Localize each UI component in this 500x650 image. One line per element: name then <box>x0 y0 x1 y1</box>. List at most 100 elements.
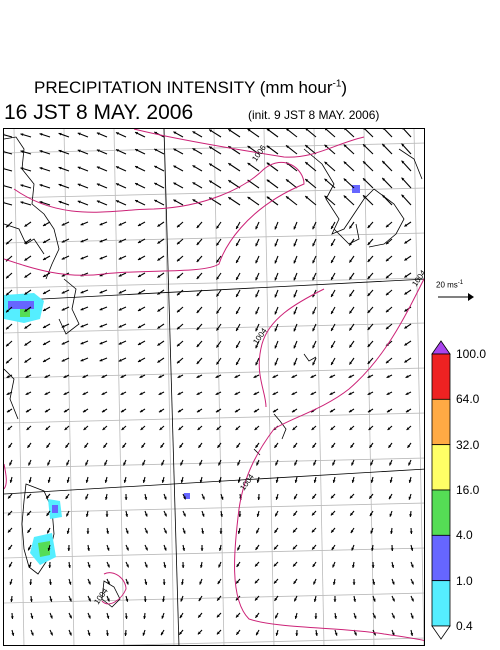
wind-vector-head <box>176 360 180 364</box>
wind-vector-head <box>385 224 389 228</box>
wind-vector-head <box>216 276 220 280</box>
wind-vector <box>4 202 13 206</box>
coastline <box>273 413 287 440</box>
wind-vector-head <box>24 240 28 244</box>
wind-vector-head <box>115 200 119 203</box>
wind-vector-head <box>65 444 69 448</box>
wind-vector-head <box>140 427 144 431</box>
wind-vector-head <box>63 392 67 395</box>
wind-vector-head <box>145 530 148 534</box>
wind-vector-head <box>216 631 220 635</box>
wind-vector <box>4 151 13 155</box>
wind-vector-head <box>118 273 122 277</box>
wind-vector-head <box>30 632 34 636</box>
wind-vector-head <box>367 375 371 378</box>
wind-vector-head <box>11 632 15 636</box>
wind-vector-head <box>332 564 335 568</box>
chart-title: PRECIPITATION INTENSITY (mm hour-1) <box>34 78 348 97</box>
wind-vector-head <box>236 444 240 448</box>
wind-vector-head <box>58 183 62 187</box>
wind-vector-head <box>137 325 141 328</box>
wind-vector-head <box>144 564 148 568</box>
wind-vector-head <box>39 150 43 153</box>
precipitation-map: 1006 1004 1004 1004 1004 <box>3 128 425 646</box>
pressure-contour <box>133 129 365 158</box>
coastline <box>4 368 19 420</box>
wind-vector-head <box>215 409 219 413</box>
wind-vector-head <box>61 290 65 294</box>
wind-vector-head <box>201 513 205 517</box>
coastline <box>4 223 45 255</box>
wind-vector-head <box>329 409 333 413</box>
wind-vector-head <box>135 132 139 135</box>
wind-vector-head <box>47 462 50 466</box>
wind-vector-head <box>351 479 355 483</box>
wind-vector-head <box>9 462 12 466</box>
legend-color-bin <box>431 580 451 627</box>
wind-vector-head <box>20 150 24 153</box>
wind-vector-head <box>353 599 357 602</box>
wind-vector-head <box>68 565 71 568</box>
wind-vector-head <box>8 546 12 550</box>
wind-vector-head <box>27 529 31 533</box>
wind-vector-head <box>313 598 317 602</box>
wind-vector-head <box>135 200 139 203</box>
wind-vector-head <box>120 392 124 395</box>
wind-vector-head <box>103 444 107 448</box>
wind-vector-head <box>235 427 239 431</box>
wind-vector-head <box>157 342 161 346</box>
wind-vector-head <box>143 616 147 619</box>
wind-vector-head <box>28 479 32 483</box>
wind-vector-head <box>331 276 334 280</box>
wind-vector-head <box>293 294 297 298</box>
wind-vector-head <box>163 564 167 568</box>
wind-vector-head <box>61 239 65 243</box>
wind-vector-head <box>292 529 296 533</box>
wind-vector-head <box>192 199 196 202</box>
wind-vector-head <box>61 341 65 345</box>
wind-vector-head <box>83 427 87 431</box>
wind-vector-head <box>196 344 200 348</box>
wind-vector-head <box>343 161 347 165</box>
parallel-line <box>4 142 424 154</box>
wind-vector-head <box>216 344 220 348</box>
wind-vector-head <box>349 310 353 314</box>
wind-vector-head <box>85 496 88 500</box>
wind-vector-head <box>291 409 295 413</box>
wind-vector-head <box>367 276 371 279</box>
wind-vector-head <box>6 292 9 296</box>
wind-vector-head <box>408 496 412 500</box>
wind-vector-head <box>291 375 295 378</box>
wind-vector-head <box>157 274 161 278</box>
wind-vector-head <box>349 427 353 431</box>
parallel-line <box>4 592 424 604</box>
wind-vector-head <box>77 166 81 170</box>
wind-vector-head <box>216 242 220 246</box>
wind-vector-head <box>177 375 181 378</box>
wind-vector-head <box>367 293 371 296</box>
wind-vector-head <box>217 597 220 601</box>
wind-vector-head <box>349 259 353 263</box>
parallel-line <box>4 232 424 244</box>
parallel-line <box>4 412 424 424</box>
wind-vector-head <box>44 409 48 413</box>
wind-vector-head <box>157 240 161 244</box>
wind-vector <box>383 129 393 138</box>
wind-vector-head <box>7 427 11 431</box>
wind-vector-head <box>362 161 366 165</box>
wind-vector-head <box>118 290 122 294</box>
init-datetime: (init. 9 JST 8 MAY. 2006) <box>248 108 380 122</box>
coastline <box>333 223 360 245</box>
wind-vector-head <box>157 291 161 295</box>
wind-vector-head <box>196 310 200 314</box>
wind-vector-head <box>293 260 297 264</box>
wind-vector-head <box>192 131 196 134</box>
wind-vector <box>4 168 13 172</box>
wind-vector-head <box>157 257 161 261</box>
wind-vector-head <box>312 226 316 230</box>
wind-vector-head <box>253 409 257 413</box>
wind-vector-head <box>217 444 221 448</box>
wind-vector-head <box>82 375 86 378</box>
wind-vector-head <box>139 409 143 413</box>
wind-vector-head <box>329 375 333 378</box>
